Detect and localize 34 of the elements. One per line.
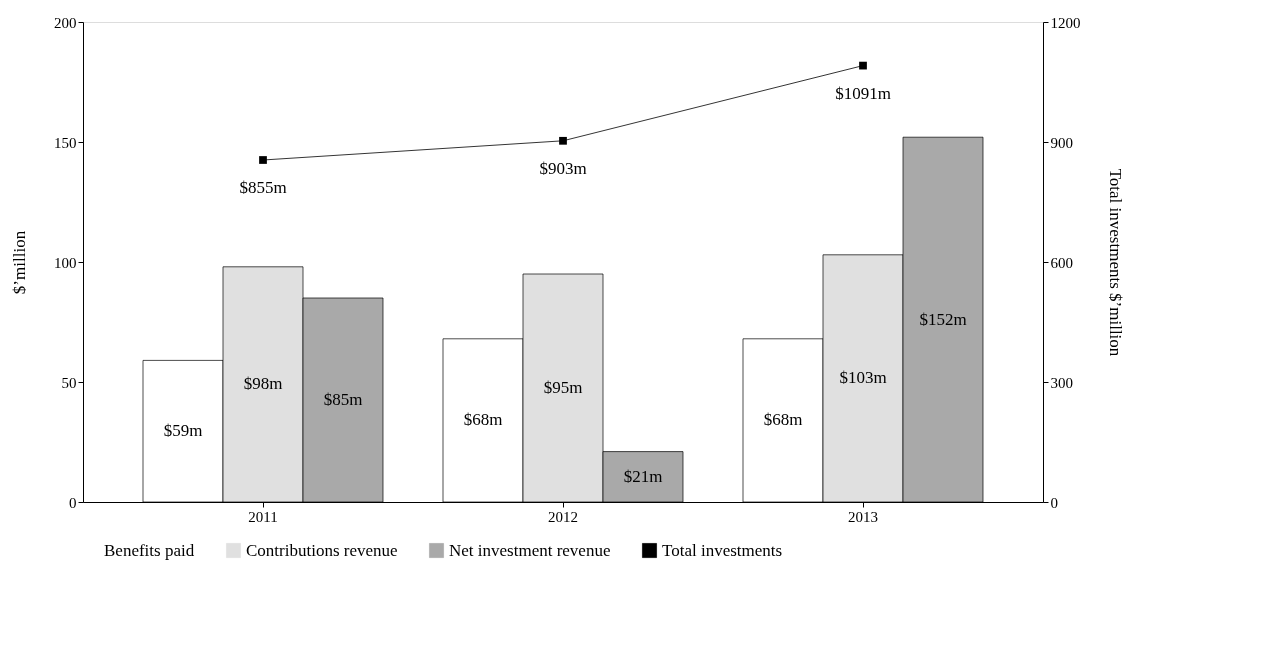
y2-axis-title: Total investments $’million <box>1105 168 1125 357</box>
data-label: $903m <box>539 158 587 178</box>
y2-tick-label: 900 <box>1050 134 1073 151</box>
y-axis-title: $’million <box>10 230 29 295</box>
data-label: $21m <box>623 466 663 486</box>
data-label: $103m <box>839 368 887 388</box>
data-label: $1091m <box>835 83 891 103</box>
legend-label: Total investments <box>662 540 783 560</box>
legend-label: Contributions revenue <box>246 540 398 560</box>
x-tick-label: 2011 <box>248 508 278 525</box>
point <box>859 61 867 70</box>
point <box>259 156 267 164</box>
data-label: $152m <box>919 309 967 329</box>
data-label: $98m <box>243 374 283 394</box>
x-tick-label: 2013 <box>848 508 878 525</box>
y2-tick-label: 1200 <box>1050 14 1081 31</box>
y2-tick-label: 0 <box>1050 494 1058 511</box>
data-label: $68m <box>763 410 803 430</box>
point <box>559 136 567 145</box>
text: Benefits paid <box>104 540 195 560</box>
data-label: $855m <box>239 178 287 197</box>
legend-label: Net investment revenue <box>449 540 611 560</box>
y-tick-label: 0 <box>69 494 77 511</box>
y2-tick-label: 300 <box>1050 374 1073 391</box>
y-tick-label: 150 <box>54 134 77 151</box>
y2-tick-label: 600 <box>1050 254 1073 271</box>
data-label: $68m <box>463 410 503 430</box>
y-tick-label: 50 <box>61 374 77 391</box>
x-tick-label: 2012 <box>548 508 578 525</box>
data-label: $95m <box>543 378 583 397</box>
y-tick-label: 200 <box>54 14 77 31</box>
y-tick-label: 100 <box>54 254 77 271</box>
data-label: $59m <box>163 421 203 441</box>
data-label: $85m <box>323 390 363 409</box>
